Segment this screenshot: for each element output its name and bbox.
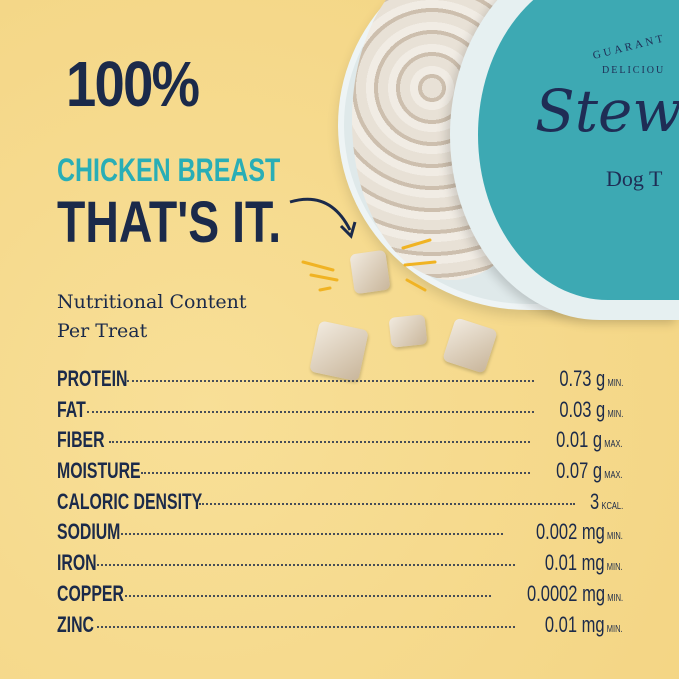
nutrient-label: SODIUM bbox=[57, 519, 121, 545]
nutrient-amount: 0.01 mg bbox=[545, 550, 605, 576]
nutrient-amount: 0.01 g bbox=[556, 427, 603, 453]
nutrient-value: 0.01 mg MIN. bbox=[545, 550, 623, 576]
lid-subtitle: Dog T bbox=[606, 166, 663, 191]
dot-leader bbox=[87, 410, 534, 413]
lid-tagline-2: DELICIOU bbox=[602, 65, 666, 76]
nutrient-label: FIBER bbox=[57, 427, 105, 453]
nutrient-qualifier: MIN. bbox=[607, 531, 623, 543]
nutrition-title: Nutritional Content Per Treat bbox=[57, 288, 246, 346]
headline-thats-it: THAT'S IT. bbox=[57, 190, 282, 255]
nutrient-qualifier: MIN. bbox=[607, 623, 623, 635]
dot-leader bbox=[127, 380, 534, 382]
nutrient-value: 0.01 mg MIN. bbox=[545, 612, 623, 638]
nutrient-label: FAT bbox=[57, 396, 86, 422]
dot-leader bbox=[199, 502, 575, 505]
treat-piece bbox=[388, 314, 428, 348]
headline-percent: 100% bbox=[66, 48, 200, 120]
nutrient-value: 0.07 g MAX. bbox=[557, 458, 623, 484]
nutrient-label: COPPER bbox=[57, 580, 124, 606]
nutrient-value: 0.002 mg MIN. bbox=[536, 519, 623, 545]
nutrient-qualifier: MIN. bbox=[607, 562, 623, 574]
nutrient-amount: 3 bbox=[589, 488, 600, 514]
dot-leader bbox=[97, 564, 516, 567]
nutrient-value: 0.01 g MAX. bbox=[557, 427, 623, 453]
nutrient-row: ZINC 0.01 mg MIN. bbox=[57, 612, 623, 643]
nutrient-value: 0.0002 mg MIN. bbox=[527, 581, 623, 607]
nutrient-amount: 0.73 g bbox=[559, 366, 605, 391]
nutrient-row: IRON 0.01 mg MIN. bbox=[57, 550, 623, 581]
treat-piece bbox=[349, 249, 391, 295]
nutrient-row: MOISTURE 0.07 g MAX. bbox=[57, 458, 623, 489]
nutrient-amount: 0.0002 mg bbox=[526, 580, 605, 606]
nutrient-row: SODIUM 0.002 mg MIN. bbox=[57, 519, 623, 550]
nutrient-amount: 0.07 g bbox=[556, 458, 603, 484]
nutrient-amount: 0.002 mg bbox=[536, 519, 605, 545]
nutrient-amount: 0.01 mg bbox=[545, 611, 605, 637]
nutrient-qualifier: MAX. bbox=[604, 439, 623, 451]
dot-leader bbox=[109, 441, 531, 444]
nutrient-value: 3 KCAL. bbox=[590, 489, 623, 515]
nutrient-row: FAT 0.03 g MIN. bbox=[57, 397, 623, 428]
nutrient-value: 0.73 g MIN. bbox=[559, 366, 623, 392]
nutrient-label: PROTEIN bbox=[57, 366, 128, 391]
nutrient-row: FIBER 0.01 g MAX. bbox=[57, 427, 623, 458]
nutrient-qualifier: MIN. bbox=[607, 592, 623, 604]
dot-leader bbox=[121, 533, 504, 536]
nutrition-table: PROTEIN 0.73 g MIN. FAT 0.03 g MIN. FIBER 0.01 … bbox=[57, 366, 623, 642]
nutrition-title-line: Per Treat bbox=[57, 320, 148, 342]
nutrition-title-line: Nutritional Content bbox=[57, 291, 247, 313]
nutrient-row: CALORIC DENSITY 3 KCAL. bbox=[57, 489, 623, 520]
dot-leader bbox=[97, 625, 516, 628]
nutrient-qualifier: MIN. bbox=[607, 408, 623, 420]
nutrient-row: PROTEIN 0.73 g MIN. bbox=[57, 366, 623, 397]
nutrient-qualifier: KCAL. bbox=[601, 500, 623, 512]
nutrient-amount: 0.03 g bbox=[559, 396, 605, 422]
nutrient-label: MOISTURE bbox=[57, 458, 141, 484]
nutrient-label: IRON bbox=[57, 550, 97, 576]
dot-leader bbox=[141, 472, 531, 475]
brand-logo: Stew bbox=[535, 77, 679, 145]
arrow-icon bbox=[289, 197, 437, 292]
nutrient-qualifier: MAX. bbox=[604, 470, 623, 482]
dot-leader bbox=[125, 594, 491, 597]
nutrient-value: 0.03 g MIN. bbox=[559, 397, 623, 423]
nutrient-qualifier: MIN. bbox=[607, 378, 623, 389]
nutrient-label: CALORIC DENSITY bbox=[57, 488, 203, 514]
nutrient-row: COPPER 0.0002 mg MIN. bbox=[57, 581, 623, 612]
nutrient-label: ZINC bbox=[57, 611, 94, 637]
headline-chicken: CHICKEN BREAST bbox=[57, 152, 281, 188]
